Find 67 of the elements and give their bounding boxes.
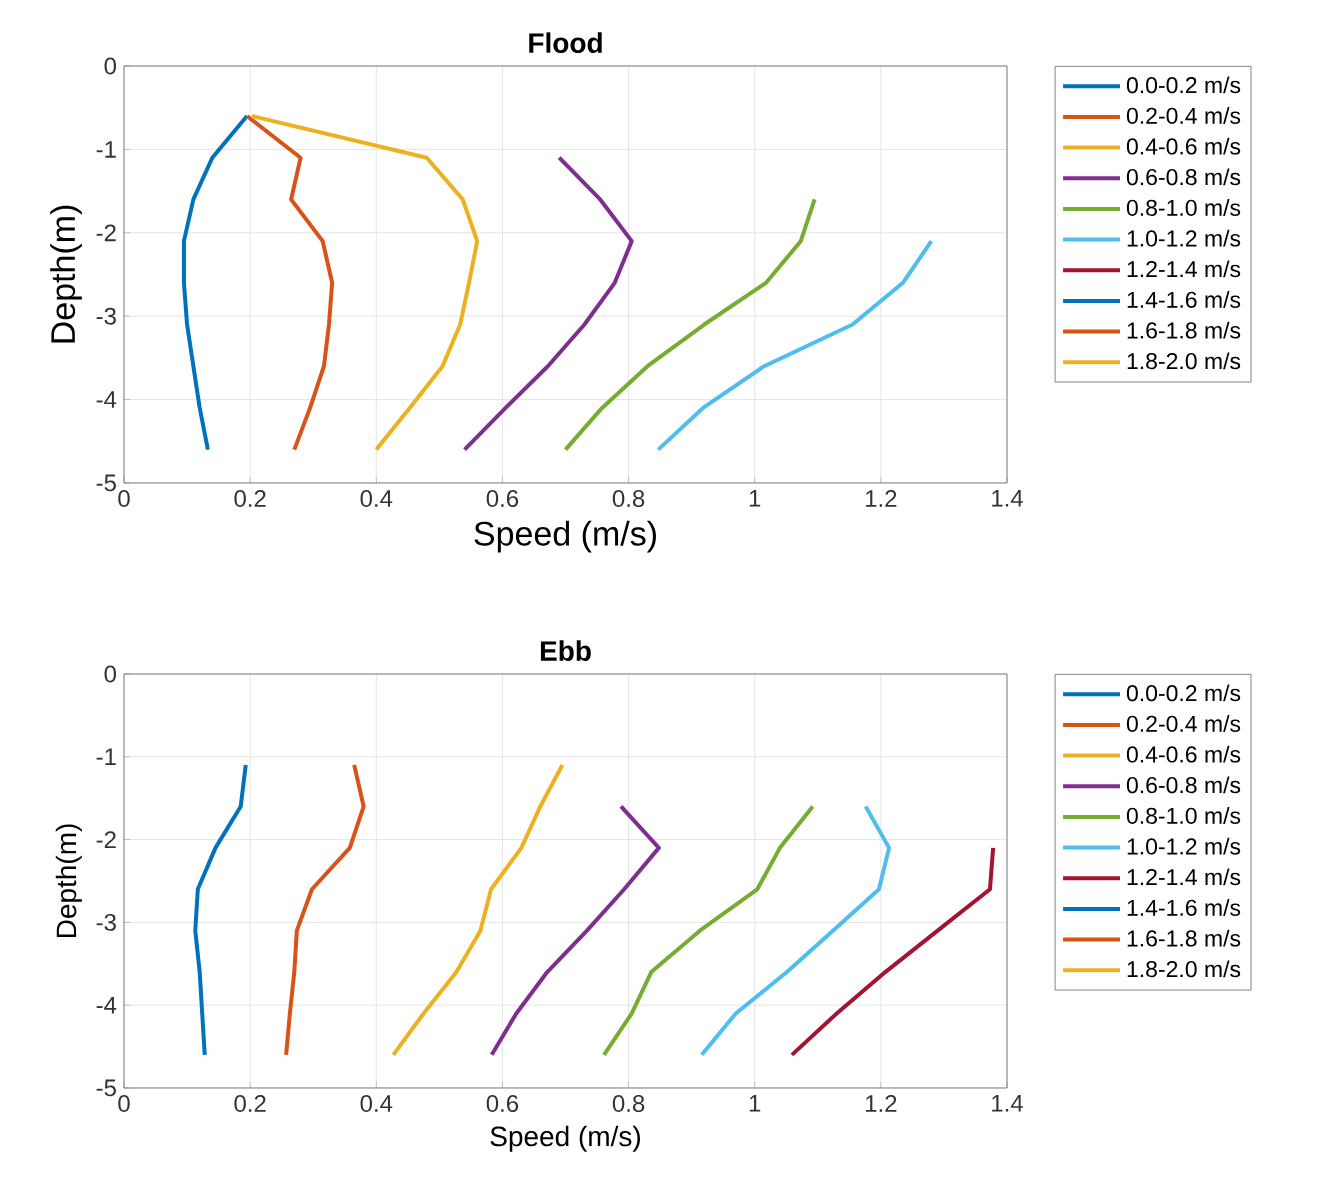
line-series <box>284 763 366 1057</box>
y-tick-label: -5 <box>96 1079 116 1097</box>
legend-label: 0.8-1.0 m/s <box>1126 807 1241 824</box>
line-series <box>391 763 565 1057</box>
legend-label: 1.8-2.0 m/s <box>1127 960 1241 978</box>
y-tick-label: -1 <box>96 141 116 158</box>
legend-label: 1.0-1.2 m/s <box>1127 229 1241 247</box>
y-tick-label: -2 <box>96 831 116 848</box>
legend-label: 0.0-0.2 m/s <box>1126 76 1241 94</box>
x-tick-label: 0.6 <box>486 490 519 508</box>
line-series <box>699 804 892 1057</box>
y-tick-label: -4 <box>96 996 117 1014</box>
y-axis-title: Depth(m) <box>50 205 82 343</box>
legend-label: 0.2-0.4 m/s <box>1126 107 1241 124</box>
legend-label: 0.8-1.0 m/s <box>1126 199 1241 216</box>
y-axis-title: Depth(m) <box>55 824 82 938</box>
x-tick-label: 1.4 <box>992 490 1023 507</box>
legend-label: 1.6-1.8 m/s <box>1127 321 1241 339</box>
x-tick-label: 1 <box>749 1095 761 1112</box>
line-series <box>245 114 335 452</box>
y-tick-label: 0 <box>104 665 117 683</box>
line-series <box>656 239 934 452</box>
x-tick-label: 0.2 <box>234 1095 266 1113</box>
legend-label: 0.2-0.4 m/s <box>1126 715 1241 732</box>
x-tick-label: 0.2 <box>234 490 266 508</box>
line-series <box>462 155 634 452</box>
x-tick-label: 0 <box>118 490 130 508</box>
line-series <box>601 804 815 1057</box>
line-series <box>563 197 817 452</box>
y-tick-label: 0 <box>104 57 117 75</box>
legend-label: 1.4-1.6 m/s <box>1127 899 1241 916</box>
chart-title: Flood <box>529 32 602 53</box>
x-tick-label: 1.2 <box>866 490 897 507</box>
legend-label: 0.0-0.2 m/s <box>1126 684 1241 702</box>
y-tick-label: -3 <box>96 307 116 325</box>
x-tick-label: 0.4 <box>360 490 393 508</box>
y-tick-label: -5 <box>96 474 116 492</box>
legend-label: 1.0-1.2 m/s <box>1127 837 1241 855</box>
x-tick-label: 1 <box>749 490 761 507</box>
x-tick-label: 1.4 <box>992 1095 1023 1112</box>
legend-label: 1.6-1.8 m/s <box>1127 929 1241 947</box>
y-tick-label: -2 <box>96 224 116 242</box>
line-series <box>250 114 480 452</box>
x-tick-label: 0.8 <box>612 490 645 508</box>
x-tick-label: 0.8 <box>612 1095 645 1113</box>
y-tick-label: -3 <box>96 913 116 931</box>
legend-label: 0.6-0.8 m/s <box>1126 776 1241 794</box>
chart-title: Ebb <box>540 640 591 661</box>
legend-label: 1.4-1.6 m/s <box>1127 291 1241 308</box>
legend-label: 1.8-2.0 m/s <box>1127 352 1241 370</box>
legend-label: 0.4-0.6 m/s <box>1126 745 1241 763</box>
x-tick-label: 0.6 <box>486 1095 519 1113</box>
line-series <box>193 763 248 1057</box>
legend-label: 1.2-1.4 m/s <box>1127 868 1241 886</box>
legend-label: 0.4-0.6 m/s <box>1126 137 1241 155</box>
x-axis-title: Speed (m/s) <box>490 1125 640 1152</box>
x-tick-label: 0 <box>118 1095 130 1113</box>
x-tick-label: 0.4 <box>360 1095 393 1113</box>
line-series <box>789 845 996 1057</box>
y-tick-label: -1 <box>96 748 116 766</box>
x-axis-title: Speed (m/s) <box>474 520 656 553</box>
legend-label: 1.2-1.4 m/s <box>1127 260 1241 278</box>
line-series <box>181 114 249 452</box>
x-tick-label: 1.2 <box>866 1095 897 1112</box>
line-series <box>489 804 661 1057</box>
legend-label: 0.6-0.8 m/s <box>1126 168 1241 186</box>
y-tick-label: -4 <box>96 391 117 408</box>
